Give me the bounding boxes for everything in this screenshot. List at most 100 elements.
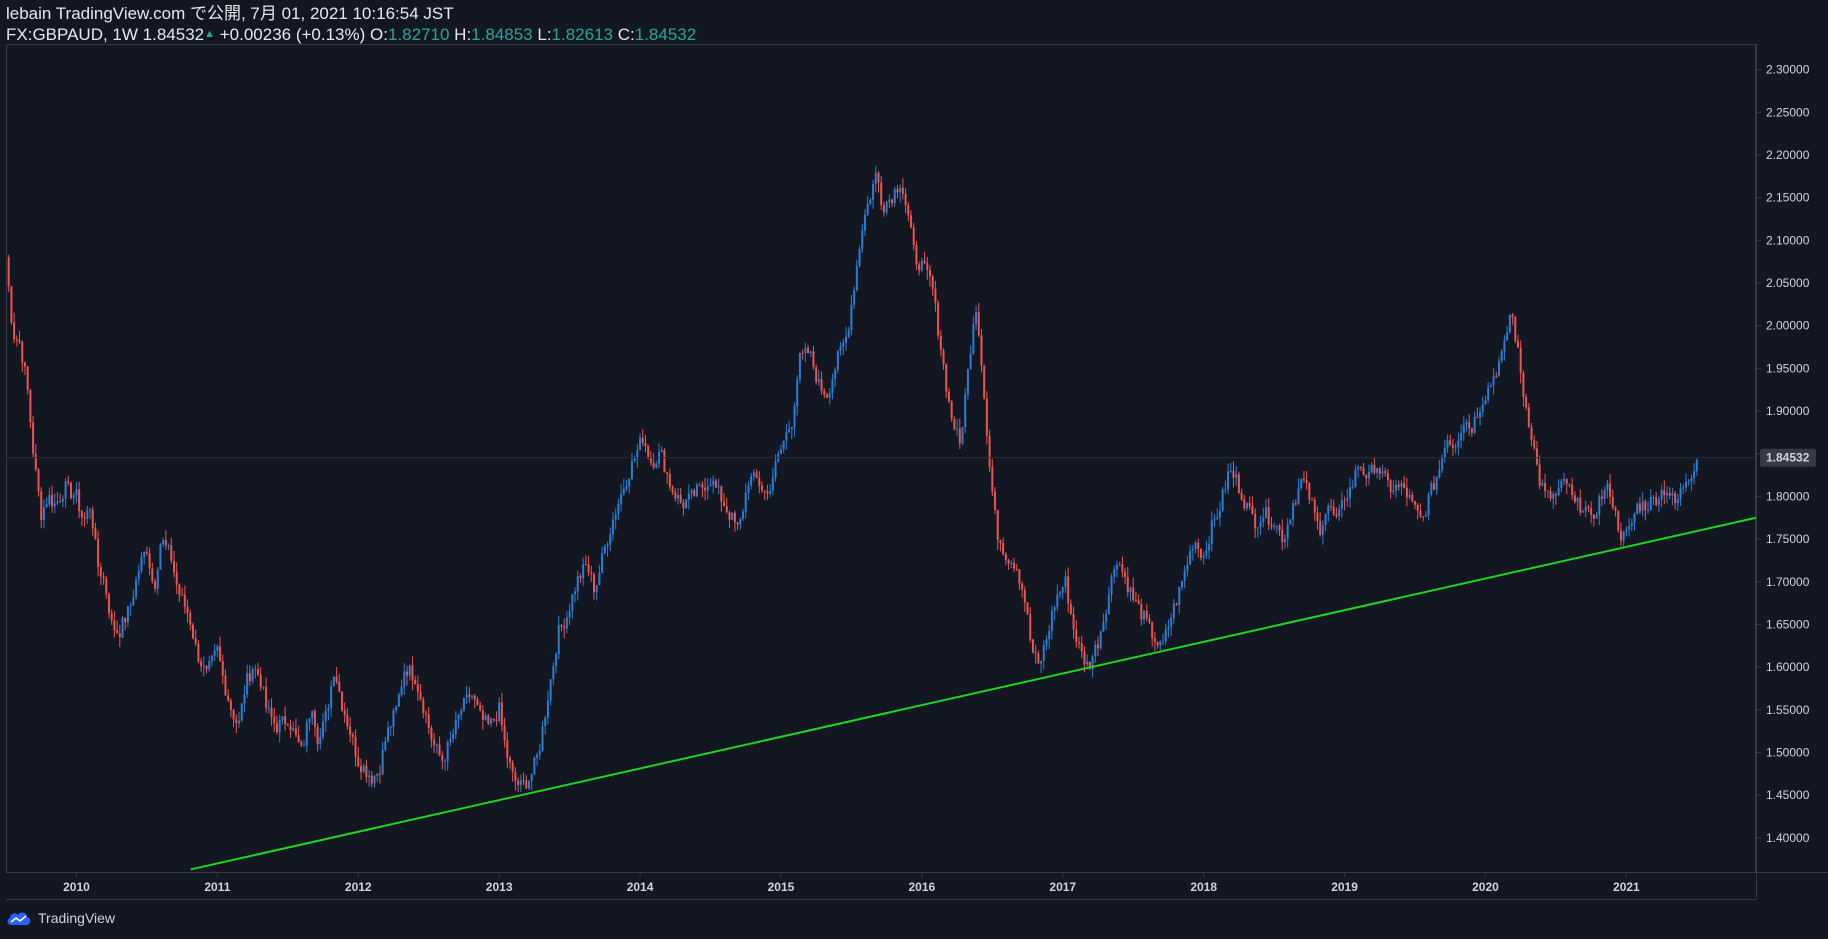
candle-body — [695, 484, 698, 497]
candle-body — [221, 661, 224, 676]
candle-body — [246, 673, 249, 695]
candle-body — [1357, 466, 1360, 470]
candle-body — [1327, 505, 1330, 514]
candle-body — [1381, 471, 1384, 474]
candle-body — [289, 725, 292, 731]
candle-body — [159, 544, 162, 570]
close-label: C: — [617, 25, 635, 44]
candle-body — [560, 625, 563, 627]
last-price-label: 1.84532 — [1766, 451, 1810, 465]
candle-body — [625, 486, 628, 489]
candle-body — [828, 392, 831, 398]
candle-body — [181, 594, 184, 596]
candle-body — [1180, 580, 1183, 588]
candle-body — [506, 740, 509, 759]
candle-body — [97, 538, 100, 567]
candle-body — [620, 493, 623, 504]
candle-body — [1216, 517, 1219, 519]
time-tick-label: 2015 — [768, 880, 795, 894]
candle-body — [611, 519, 614, 535]
candle-body — [1172, 603, 1175, 619]
candle-body — [270, 707, 273, 717]
candle-body — [1145, 610, 1148, 619]
candle-body — [503, 725, 506, 741]
candle-body — [1676, 499, 1679, 504]
candle-body — [1560, 480, 1563, 488]
candle-body — [1080, 643, 1083, 652]
candle-body — [568, 611, 571, 618]
candle-body — [1552, 493, 1555, 499]
candle-body — [1113, 569, 1116, 577]
candle-body — [1367, 471, 1370, 479]
candle-body — [750, 476, 753, 486]
candle-body — [687, 493, 690, 500]
candle-body — [1042, 645, 1045, 662]
candle-body — [714, 480, 717, 488]
candle-body — [1126, 576, 1129, 593]
candle-body — [641, 437, 644, 444]
candle-body — [844, 336, 847, 343]
candle-body — [495, 720, 498, 722]
candle-body — [755, 472, 758, 478]
candle-body — [1503, 340, 1506, 352]
candle-body — [1218, 510, 1221, 518]
candle-body — [676, 494, 679, 499]
candle-body — [1487, 387, 1490, 401]
candle-body — [1484, 400, 1487, 405]
candle-body — [435, 744, 438, 746]
candle-body — [1479, 412, 1482, 418]
candle-body — [430, 727, 433, 740]
candle-body — [1264, 507, 1267, 518]
candle-body — [920, 260, 923, 271]
candle-body — [1029, 614, 1032, 640]
candle-body — [842, 342, 845, 347]
price-tick-label: 1.75000 — [1766, 532, 1810, 546]
candle-body — [614, 514, 617, 520]
candle-body — [544, 717, 547, 727]
support-trendline[interactable] — [190, 516, 1757, 871]
candle-body — [1002, 542, 1005, 555]
candle-body — [1373, 464, 1376, 473]
candle-body — [1061, 587, 1064, 593]
candle-body — [983, 365, 986, 399]
candle-body — [162, 540, 165, 545]
candle-body — [823, 390, 826, 395]
candle-body — [679, 494, 682, 503]
candle-body — [1649, 497, 1652, 511]
candle-body — [189, 613, 192, 625]
candle-body — [1178, 587, 1181, 605]
time-axis[interactable]: 2010 2011 2012 2013 2014 2015 2016 2017 2018 2019… — [63, 872, 1640, 894]
candle-body — [1611, 497, 1614, 508]
candle-body — [685, 499, 688, 509]
candle-body — [576, 576, 579, 592]
candle-body — [1522, 373, 1525, 398]
candle-body — [812, 351, 815, 368]
candle-body — [1655, 497, 1658, 506]
candle-body — [340, 691, 343, 711]
candle-body — [1121, 564, 1124, 572]
price-tick-label: 1.60000 — [1766, 660, 1810, 674]
candle-body — [172, 560, 175, 573]
candle-body — [977, 312, 980, 336]
candle-body — [1335, 514, 1338, 516]
up-triangle-icon: ▲ — [204, 28, 215, 40]
candle-body — [690, 490, 693, 494]
candle-body — [1243, 499, 1246, 509]
candle-body — [1568, 483, 1571, 485]
candle-body — [395, 706, 398, 711]
candle-body — [760, 485, 763, 491]
candle-body — [210, 655, 213, 662]
footer-brand[interactable]: TradingView — [6, 910, 115, 926]
candle-body — [747, 485, 750, 493]
candle-body — [1059, 592, 1062, 595]
candle-body — [923, 260, 926, 264]
candle-body — [928, 269, 931, 277]
candle-body — [406, 671, 409, 676]
time-tick-label: 2010 — [63, 880, 90, 894]
candle-body — [1457, 440, 1460, 448]
price-tick-label: 1.70000 — [1766, 575, 1810, 589]
candle-body — [67, 481, 70, 484]
candle-body — [606, 544, 609, 547]
candle-body — [788, 428, 791, 433]
